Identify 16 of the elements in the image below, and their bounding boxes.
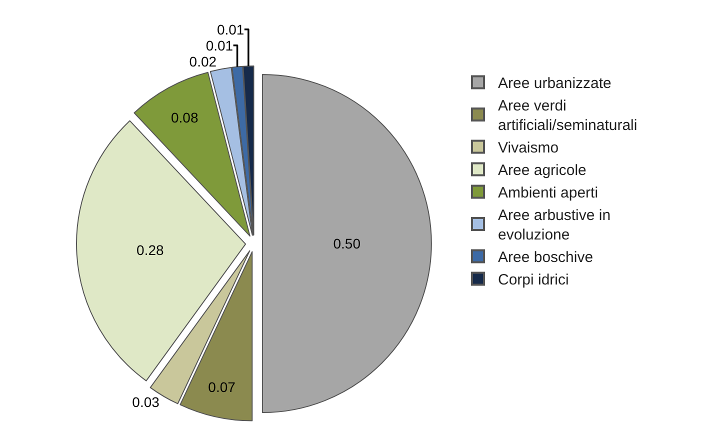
data-label: 0.28 <box>136 242 164 258</box>
legend-label: Aree boschive <box>498 249 594 266</box>
legend-label: Aree arbustive in evoluzione <box>498 207 611 244</box>
data-label: 0.08 <box>170 109 198 126</box>
data-label: 0.03 <box>132 394 160 410</box>
legend-label: Aree agricole <box>498 162 586 180</box>
data-label: 0.07 <box>208 379 236 396</box>
data-label: 0.50 <box>333 236 361 252</box>
legend-label: Aree urbanizzate <box>498 75 612 92</box>
legend-label: Vivaismo <box>498 140 559 157</box>
data-label: 0.01 <box>206 37 234 54</box>
legend-label: Aree verdi artificiali/seminaturali <box>498 98 638 134</box>
legend-label: Ambienti aperti <box>498 184 598 202</box>
data-label: 0.01 <box>216 21 244 38</box>
legend-label: Corpi idrici <box>498 272 569 289</box>
data-label: 0.02 <box>189 53 217 70</box>
